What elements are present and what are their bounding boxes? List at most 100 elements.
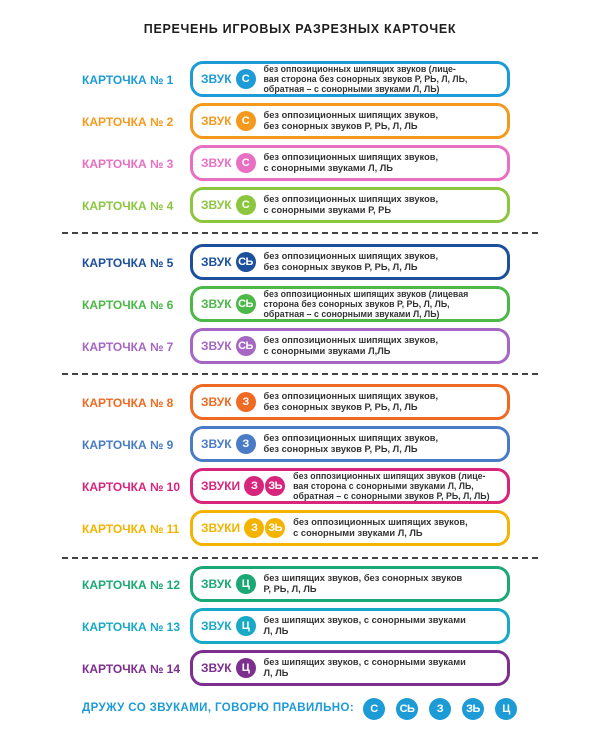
sound-word: ЗВУК [201, 661, 232, 675]
sound-word: ЗВУК [201, 437, 232, 451]
card-label: КАРТОЧКА № 5 [82, 256, 174, 270]
sound-letter-circle: З [244, 518, 265, 538]
card-row: КАРТОЧКА № 10 ЗВУКИ З ЗЬ без оппозиционных ш… [0, 468, 600, 510]
sound-letter-circle: ЗЬ [265, 476, 286, 496]
card-description: без оппозиционных шипящих звуков (лицева… [263, 288, 469, 320]
sound-letters: З [235, 392, 257, 412]
footer-sound-circle: З [429, 698, 451, 720]
page-title: ПЕРЕЧЕНЬ ИГРОВЫХ РАЗРЕЗНЫХ КАРТОЧЕК [143, 22, 457, 36]
sound-word: ЗВУКИ [201, 479, 241, 493]
card-label: КАРТОЧКА № 11 [82, 522, 180, 536]
card-row: КАРТОЧКА № 5 ЗВУК СЬ без оппозиционных шипя… [0, 244, 600, 286]
sound-letter-circle: С [235, 195, 256, 215]
card-label: КАРТОЧКА № 7 [82, 340, 174, 354]
card-description: без оппозиционных шипящих звуков, с соно… [263, 335, 439, 356]
footer-slogan: ДРУЖУ СО ЗВУКАМИ, ГОВОРЮ ПРАВИЛЬНО: [82, 702, 355, 714]
card-description: без оппозиционных шипящих звуков (лице- … [293, 470, 490, 502]
sound-letter-circle: С [235, 69, 256, 89]
sound-letter-circle: Ц [235, 574, 256, 594]
sound-word: ЗВУК [201, 297, 232, 311]
card-description: без оппозиционных шипящих звуков, с соно… [293, 517, 468, 538]
sound-letter-circle: Ц [235, 616, 256, 636]
sound-letter-circle: З [244, 476, 265, 496]
sound-letter-circle: З [235, 434, 256, 454]
sound-word: ЗВУК [201, 114, 232, 128]
sound-letters: СЬ [235, 294, 257, 314]
sound-letters: З [235, 434, 257, 454]
card-label: КАРТОЧКА № 9 [82, 438, 174, 452]
card-box: ЗВУК СЬ без оппозиционных шипящих звуков (… [190, 286, 510, 322]
card-description: без оппозиционных шипящих звуков (лице- … [263, 63, 468, 95]
card-description: без шипящих звуков, с сонорными звуками … [263, 657, 466, 678]
card-row: КАРТОЧКА № 11 ЗВУКИ З ЗЬ без оппозиционных ш… [0, 510, 600, 552]
sound-word: ЗВУК [201, 619, 232, 633]
sound-letters: Ц [235, 658, 257, 678]
card-label: КАРТОЧКА № 1 [82, 73, 174, 87]
footer-sound-circle: СЬ [396, 698, 418, 720]
footer-sound-circle: ЗЬ [462, 698, 484, 720]
sound-word: ЗВУК [201, 395, 232, 409]
sound-letters: З ЗЬ [244, 476, 286, 496]
footer-sound-circles: С СЬ З ЗЬ Ц [363, 698, 528, 720]
card-description: без оппозиционных шипящих звуков, без со… [263, 110, 439, 131]
card-label: КАРТОЧКА № 8 [82, 396, 174, 410]
section-divider [62, 232, 538, 234]
sound-word: ЗВУК [201, 577, 232, 591]
sound-letters: С [235, 111, 257, 131]
sound-letter-circle: Ц [235, 658, 256, 678]
card-description: без оппозиционных шипящих звуков, без со… [263, 391, 439, 412]
sound-word: ЗВУК [201, 198, 232, 212]
sound-word: ЗВУК [201, 339, 232, 353]
section-divider [62, 557, 538, 559]
sound-letters: СЬ [235, 336, 257, 356]
card-label: КАРТОЧКА № 2 [82, 115, 174, 129]
sound-word: ЗВУК [201, 156, 232, 170]
card-description: без оппозиционных шипящих звуков, с соно… [263, 152, 439, 173]
sound-letters: С [235, 69, 257, 89]
card-row: КАРТОЧКА № 7 ЗВУК СЬ без оппозиционных шипя… [0, 328, 600, 370]
card-box: ЗВУК СЬ без оппозиционных шипящих звуков, … [190, 328, 510, 364]
footer-sound-circle: С [363, 698, 385, 720]
sound-letter-circle: С [235, 111, 256, 131]
section-divider [62, 373, 538, 375]
card-label: КАРТОЧКА № 10 [82, 480, 181, 494]
sound-letter-circle: ЗЬ [265, 518, 286, 538]
sound-letter-circle: З [235, 392, 256, 412]
card-label: КАРТОЧКА № 6 [82, 298, 174, 312]
sound-letters: СЬ [235, 252, 257, 272]
footer: ДРУЖУ СО ЗВУКАМИ, ГОВОРЮ ПРАВИЛЬНО: С СЬ З… [0, 698, 600, 722]
card-label: КАРТОЧКА № 14 [82, 662, 181, 676]
card-description: без оппозиционных шипящих звуков, без со… [263, 251, 439, 272]
card-description: без шипящих звуков, без сонорных звуков … [263, 573, 463, 594]
footer-sound-circle: Ц [495, 698, 517, 720]
sound-letter-circle: СЬ [235, 294, 256, 314]
card-label: КАРТОЧКА № 13 [82, 620, 181, 634]
sound-letters: Ц [235, 574, 257, 594]
sound-letter-circle: С [235, 153, 256, 173]
sound-word: ЗВУКИ [201, 521, 241, 535]
sound-letters: Ц [235, 616, 257, 636]
card-label: КАРТОЧКА № 12 [82, 578, 181, 592]
sound-letters: З ЗЬ [244, 518, 286, 538]
card-description: без оппозиционных шипящих звуков, без со… [263, 433, 439, 454]
card-label: КАРТОЧКА № 3 [82, 157, 174, 171]
sound-letters: С [235, 153, 257, 173]
card-row: КАРТОЧКА № 6 ЗВУК СЬ без оппозиционных шипя… [0, 286, 600, 328]
sound-word: ЗВУК [201, 72, 232, 86]
sound-letter-circle: СЬ [235, 252, 256, 272]
